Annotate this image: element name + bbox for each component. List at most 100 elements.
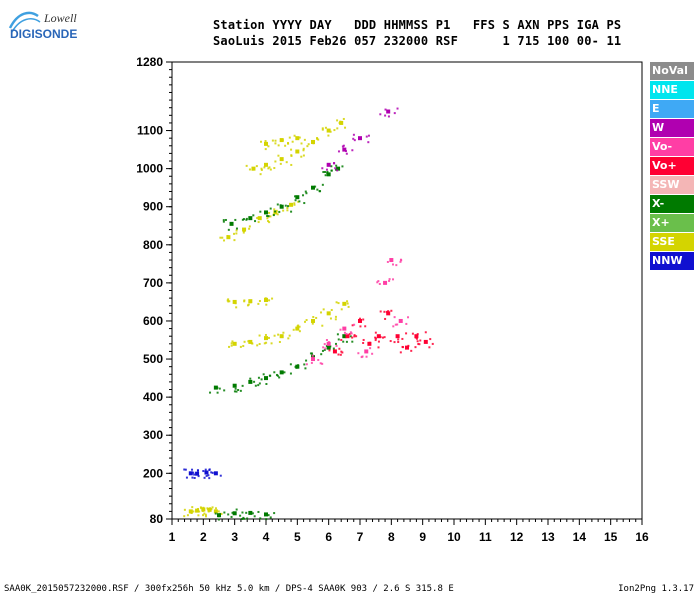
echo-speck [260,140,263,143]
echo-speck [345,152,348,155]
data-point [264,141,268,146]
echo-speck [248,227,251,230]
echo-speck [253,380,256,383]
echo-speck [338,121,341,124]
echo-speck [376,281,379,284]
echo-speck [277,154,280,157]
echo-speck [294,365,297,368]
echo-speck [263,342,266,345]
echo-speck [326,171,329,174]
echo-speck [326,170,329,173]
echo-speck [202,514,205,517]
echo-speck [377,280,380,283]
echo-speck [378,282,381,285]
echo-speck [393,112,396,115]
echo-speck [284,204,287,207]
lowell-digisonde-logo: Lowell DIGISONDE [8,11,77,41]
echo-speck [265,341,268,344]
echo-speck [351,340,354,343]
x-tick-label: 11 [479,530,492,544]
echo-speck [355,335,358,338]
echo-speck [367,141,370,144]
y-tick-label: 200 [143,466,163,480]
echo-speck [253,515,256,518]
echo-speck [329,345,332,348]
echo-speck [304,190,307,193]
data-point [289,202,294,207]
data-point [326,341,331,346]
echo-speck [383,336,386,339]
echo-speck [335,344,338,347]
echo-speck [259,173,262,176]
y-tick-label: 1000 [136,162,163,176]
echo-speck [270,342,273,345]
echo-speck [344,126,347,129]
echo-speck [210,508,213,511]
echo-speck [271,297,274,300]
echo-speck [183,468,186,471]
echo-speck [262,373,265,376]
data-point [326,345,331,350]
echo-speck [334,168,337,171]
echo-speck [241,218,244,221]
echo-speck [340,350,343,353]
echo-speck [241,517,244,520]
echo-speck [201,509,204,512]
echo-speck [257,510,260,513]
echo-speck [255,165,258,168]
echo-speck [273,512,276,515]
echo-speck [274,142,277,145]
echo-speck [397,340,400,343]
echo-speck [248,168,251,171]
echo-speck [266,215,269,218]
echo-speck [223,239,226,242]
data-point [383,280,388,285]
echo-speck [340,308,343,311]
echo-speck [266,217,269,220]
echo-speck [297,200,300,203]
echo-speck [191,506,194,509]
echo-speck [418,343,421,346]
echo-speck [388,278,391,281]
echo-speck [322,171,325,174]
echo-speck [220,512,223,515]
echo-speck [287,337,290,340]
echo-speck [337,338,340,341]
echo-speck [227,300,230,303]
echo-speck [407,344,410,347]
echo-speck [224,218,227,221]
echo-speck [359,325,362,328]
echo-speck [303,138,306,141]
echo-speck [401,345,404,348]
echo-speck [294,195,297,198]
echo-speck [339,120,342,123]
echo-speck [235,508,238,511]
svg-text:DIGISONDE: DIGISONDE [10,27,77,41]
data-point [386,109,391,114]
data-point [232,383,237,388]
echo-speck [384,317,387,320]
echo-speck [214,512,217,515]
data-point [242,227,247,232]
echo-speck [304,367,307,370]
echo-speck [394,323,397,326]
echo-speck [405,322,408,325]
echo-speck [250,381,253,384]
legend-item-ssw: SSW [650,176,694,194]
echo-speck [265,518,268,521]
echo-speck [346,302,349,305]
echo-speck [371,352,374,355]
trace-sse-0 [183,506,223,518]
echo-speck [316,188,319,191]
legend-item-e: E [650,100,694,118]
echo-speck [321,362,324,365]
echo-speck [353,139,356,142]
echo-speck [334,342,337,345]
echo-speck [272,214,275,217]
echo-speck [260,168,263,171]
x-tick-label: 2 [200,530,207,544]
y-tick-label: 600 [143,314,163,328]
echo-speck [352,133,355,136]
echo-speck [260,378,263,381]
echo-speck [204,513,207,516]
